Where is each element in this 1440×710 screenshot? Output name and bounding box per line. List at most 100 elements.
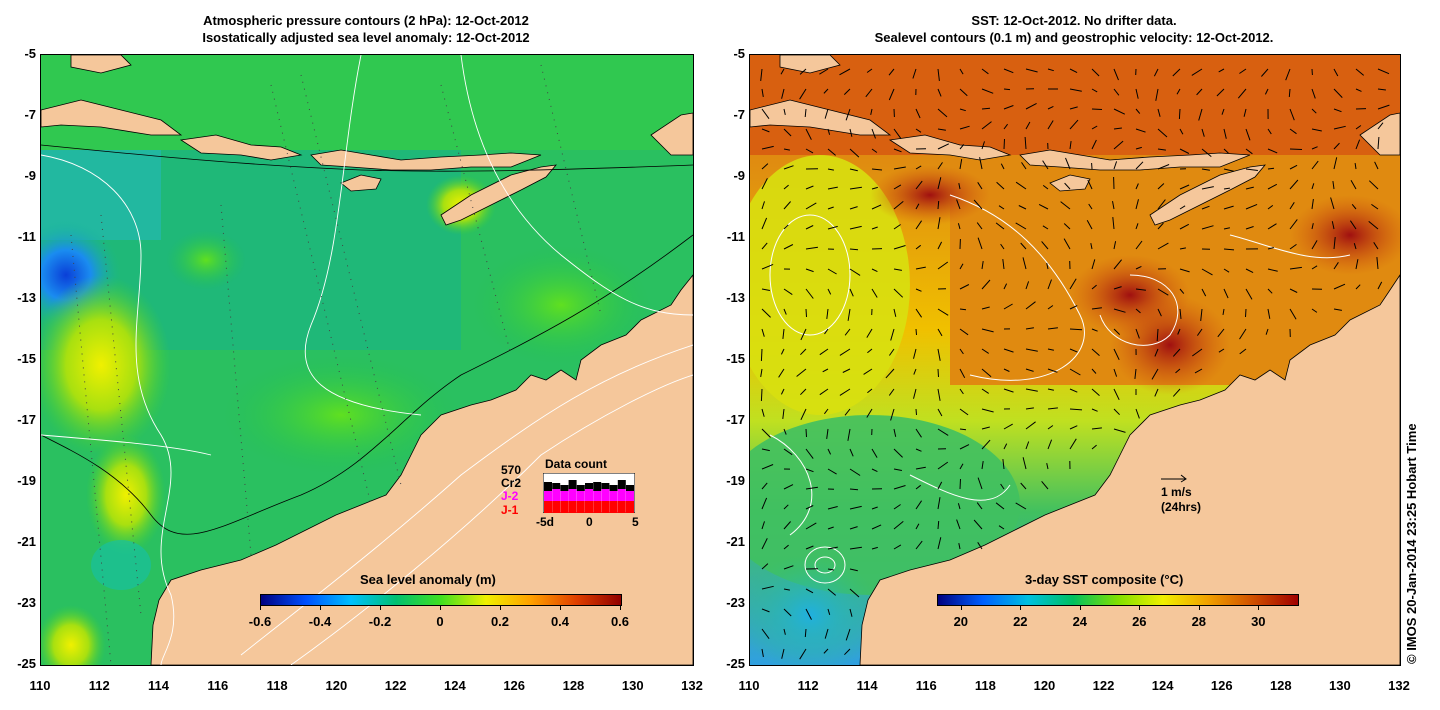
velocity-arrow <box>800 388 807 396</box>
velocity-arrow <box>1223 205 1234 210</box>
velocity-arrow <box>826 308 829 319</box>
colorbar-tick-mark <box>440 605 441 610</box>
velocity-arrow <box>915 165 922 170</box>
velocity-arrow <box>1355 284 1361 290</box>
velocity-arrow <box>824 328 829 335</box>
velocity-arrow <box>761 128 770 133</box>
left-lon-tick: 114 <box>148 678 170 693</box>
velocity-arrow <box>1377 68 1390 75</box>
right-colorbar: 3-day SST composite (°C) 20 22 24 26 28 30 <box>935 572 1299 632</box>
velocity-arrow <box>1179 223 1190 230</box>
velocity-arrow <box>819 68 829 75</box>
data-count-total: 570 <box>501 463 522 477</box>
velocity-arrow <box>1172 68 1181 77</box>
velocity-arrow <box>1002 259 1005 270</box>
velocity-arrow <box>1113 140 1124 150</box>
velocity-arrow <box>1311 160 1319 170</box>
velocity-arrow <box>847 428 851 441</box>
velocity-arrow <box>1285 68 1291 81</box>
velocity-arrow <box>781 88 785 99</box>
velocity-arrow <box>1333 283 1346 290</box>
velocity-arrow <box>1245 148 1253 155</box>
left-lon-tick: 118 <box>266 678 288 693</box>
velocity-arrow <box>866 328 873 338</box>
data-count-bar <box>617 501 626 513</box>
velocity-arrow <box>959 125 970 130</box>
velocity-arrow <box>1020 482 1027 490</box>
velocity-arrow <box>1245 288 1253 300</box>
velocity-arrow <box>1003 88 1011 91</box>
velocity-arrow <box>998 525 1005 530</box>
velocity-arrow <box>1063 223 1071 230</box>
data-count-bar <box>601 483 610 489</box>
velocity-arrow <box>979 157 983 170</box>
colorbar-tick-label: 0.4 <box>550 614 570 629</box>
colorbar-tick-label: 26 <box>1132 614 1147 629</box>
velocity-arrow <box>1311 128 1322 132</box>
velocity-arrow <box>1025 327 1034 330</box>
right-lat-tick: -7 <box>733 107 745 122</box>
velocity-arrow <box>1311 308 1318 313</box>
velocity-arrow <box>937 348 941 361</box>
velocity-arrow <box>1311 265 1318 270</box>
left-lat-tick: -19 <box>17 473 36 488</box>
velocity-arrow <box>1135 128 1146 133</box>
velocity-arrow <box>1267 167 1275 170</box>
velocity-arrow <box>827 168 834 171</box>
velocity-arrow <box>1176 88 1181 95</box>
velocity-arrow <box>959 463 964 470</box>
velocity-arrow <box>761 628 770 639</box>
velocity-arrow <box>959 478 961 490</box>
velocity-arrow <box>1245 308 1247 318</box>
velocity-arrow <box>893 201 904 210</box>
velocity-arrow <box>782 328 785 339</box>
velocity-arrow <box>783 565 794 570</box>
velocity-arrow <box>783 288 793 296</box>
velocity-arrow <box>1194 368 1203 374</box>
velocity-arrow <box>1135 288 1146 291</box>
velocity-arrow <box>1223 128 1227 139</box>
data-count-inset: 570 Cr2 J-2 J-1 Data count -5d 0 5 <box>496 453 646 533</box>
velocity-arrow <box>981 461 984 470</box>
velocity-arrow <box>839 68 851 76</box>
velocity-arrow <box>822 368 829 373</box>
velocity-arrow <box>799 68 807 75</box>
colorbar-tick-mark <box>1139 605 1141 610</box>
velocity-arrow <box>1069 106 1078 110</box>
right-lon-tick: 114 <box>856 678 878 693</box>
velocity-arrow <box>1091 408 1098 412</box>
velocity-arrow <box>1135 308 1141 314</box>
data-count-bar <box>626 491 634 501</box>
velocity-arrow <box>827 448 832 455</box>
velocity-arrow <box>827 148 836 156</box>
velocity-arrow <box>761 482 768 490</box>
velocity-arrow <box>893 184 902 190</box>
velocity-arrow <box>761 464 774 470</box>
velocity-arrow <box>995 502 1005 510</box>
colorbar-tick-label: 0.6 <box>610 614 630 629</box>
velocity-arrow <box>1135 265 1142 270</box>
right-title-line1: SST: 12-Oct-2012. No drifter data. <box>971 13 1177 28</box>
velocity-arrow <box>1047 279 1052 290</box>
velocity-arrow <box>1069 348 1078 353</box>
left-lon-tick: 112 <box>88 678 110 693</box>
colorbar-tick-label: 28 <box>1191 614 1207 629</box>
velocity-arrow <box>937 537 942 550</box>
velocity-arrow <box>761 217 768 230</box>
velocity-arrow <box>915 203 920 210</box>
colorbar-tick-mark <box>960 605 962 610</box>
velocity-arrow <box>1113 368 1118 377</box>
velocity-arrow <box>893 428 897 437</box>
left-lon-tick: 128 <box>562 678 585 693</box>
data-count-xtick-2: 0 <box>586 515 593 529</box>
velocity-arrow <box>1349 220 1357 230</box>
velocity-arrow <box>890 328 895 341</box>
velocity-arrow <box>761 448 770 452</box>
velocity-arrow <box>1135 88 1139 99</box>
data-count-bar <box>568 501 577 513</box>
left-lon-tick: 122 <box>384 678 407 693</box>
velocity-arrow <box>849 186 862 190</box>
velocity-arrow <box>849 288 854 297</box>
right-geostrophic-velocity <box>760 68 1390 660</box>
velocity-arrow <box>1113 286 1122 290</box>
